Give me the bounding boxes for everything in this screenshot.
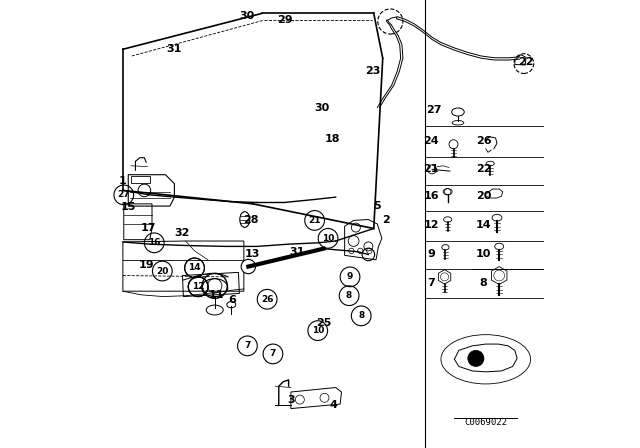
Circle shape [362,248,374,261]
Text: 1: 1 [119,177,127,186]
Text: 28: 28 [243,215,259,224]
Text: 16: 16 [148,238,161,247]
Text: 29: 29 [277,15,293,25]
Text: 19: 19 [138,260,154,270]
Text: 31: 31 [289,247,305,257]
Text: 15: 15 [120,202,136,212]
Text: 10: 10 [312,326,324,335]
Text: 12: 12 [423,220,439,230]
Text: 7: 7 [244,341,251,350]
Circle shape [468,350,484,366]
Circle shape [241,259,255,274]
Text: 14: 14 [476,220,492,230]
Text: 16: 16 [423,191,439,201]
Text: 22: 22 [518,57,534,67]
Text: 26: 26 [261,295,273,304]
Text: 7: 7 [270,349,276,358]
Text: 9: 9 [347,272,353,281]
Text: 13: 13 [244,250,260,259]
Text: 31: 31 [166,44,182,54]
Text: C0069022: C0069022 [464,418,508,426]
Text: 17: 17 [141,224,157,233]
Text: 6: 6 [228,295,237,305]
Text: 9: 9 [427,250,435,259]
Text: 8: 8 [358,311,364,320]
Text: 30: 30 [315,103,330,112]
Text: 20: 20 [476,191,492,201]
Text: 14: 14 [188,263,201,272]
Text: 27: 27 [118,190,130,199]
Text: 12: 12 [192,282,204,291]
Text: 3: 3 [287,395,294,405]
Text: 30: 30 [240,11,255,21]
Text: 5: 5 [374,201,381,211]
Text: 11: 11 [208,290,224,300]
Text: 27: 27 [426,105,442,115]
Text: 10: 10 [322,234,334,243]
Text: 7: 7 [428,278,435,288]
Text: 8: 8 [346,291,352,300]
Text: 32: 32 [174,228,189,238]
Text: 2: 2 [383,215,390,224]
Text: 21: 21 [308,216,321,225]
Text: 20: 20 [156,267,168,276]
Text: 25: 25 [316,318,332,327]
Text: 4: 4 [330,401,337,410]
Text: 21: 21 [423,164,439,174]
Text: 10: 10 [476,250,492,259]
Text: 26: 26 [476,136,492,146]
Text: 24: 24 [423,136,439,146]
Text: 18: 18 [324,134,340,144]
Text: 22: 22 [476,164,492,174]
Text: 23: 23 [365,66,381,76]
Text: 8: 8 [479,278,488,288]
